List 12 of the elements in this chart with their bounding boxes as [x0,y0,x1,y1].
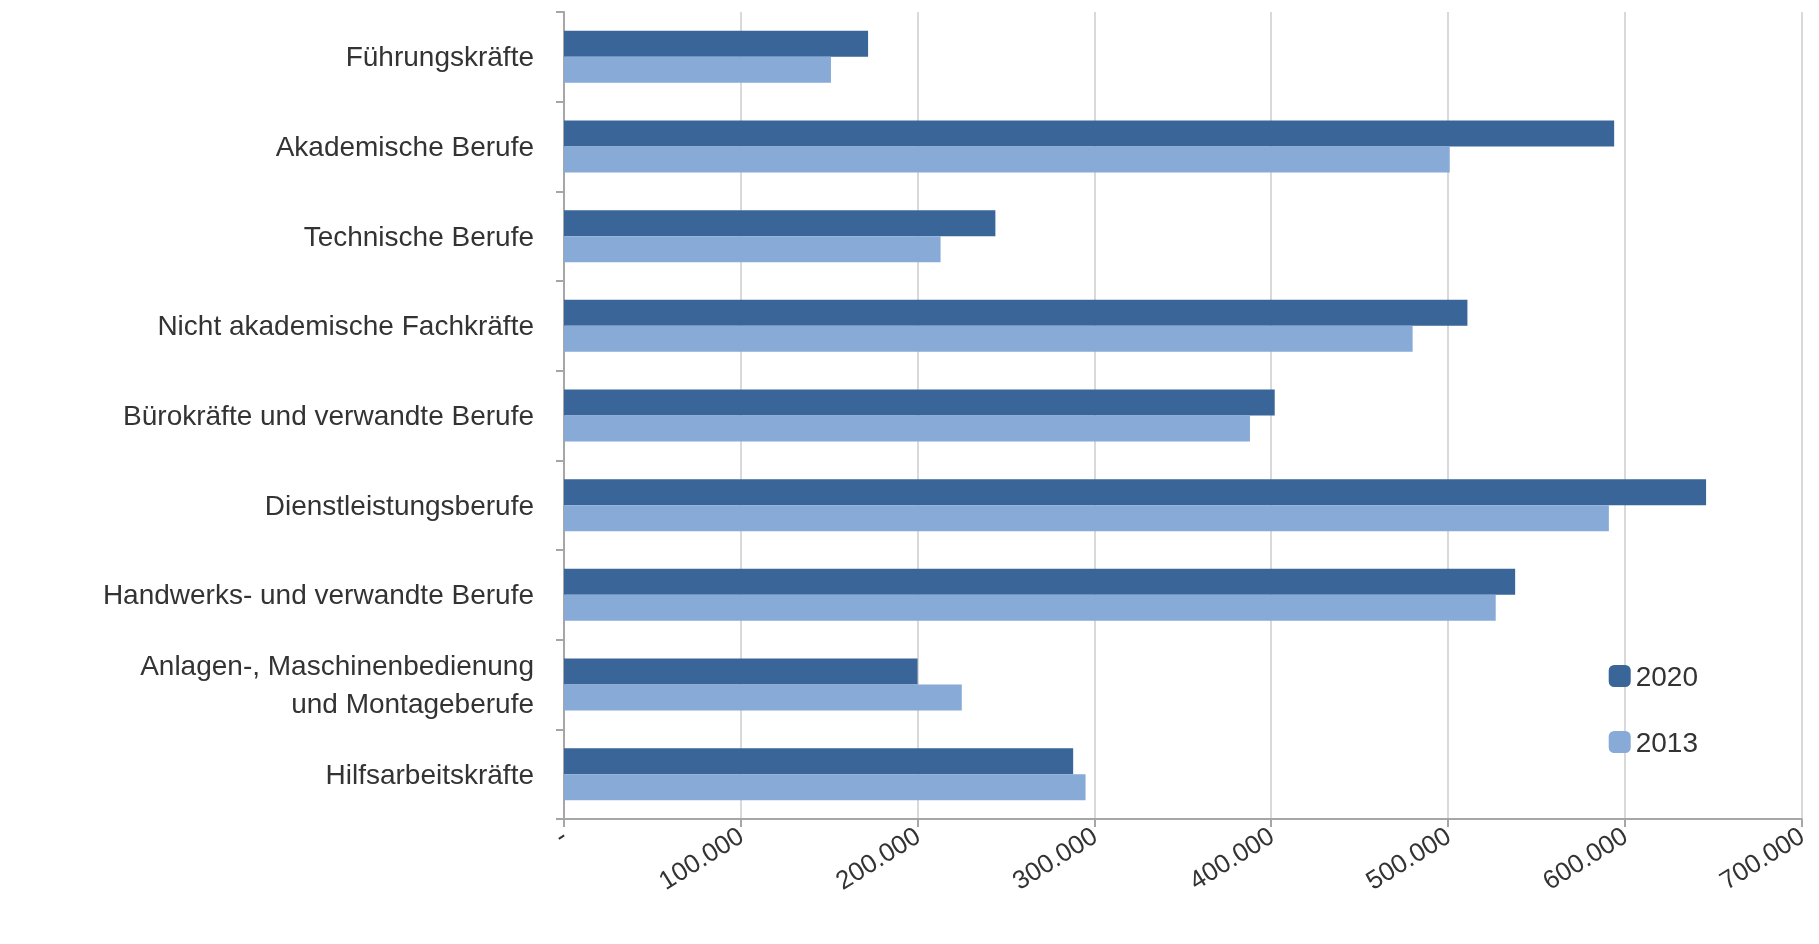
y-tick-label: Anlagen-, Maschinenbedienung und Montageberufe [140,650,534,719]
y-tick-label: Hilfsarbeitskräfte [325,758,534,790]
y-tick-label: Führungskräfte [345,41,534,73]
y-tick-label: Nicht akademische Fachkräfte [157,310,534,342]
y-tick-label: Technische Berufe [303,220,534,252]
legend-label: 2013 [1635,726,1699,758]
y-tick-label: Dienstleistungsberufe [264,489,534,521]
x-tick-label: - [548,820,572,851]
y-tick-label: Handwerks- und verwandte Berufe [102,579,534,611]
y-tick-label: Akademische Berufe [275,131,534,162]
legend-label: 2020 [1635,660,1699,692]
y-tick-label: Bürokräfte und verwandte Berufe [123,400,534,431]
